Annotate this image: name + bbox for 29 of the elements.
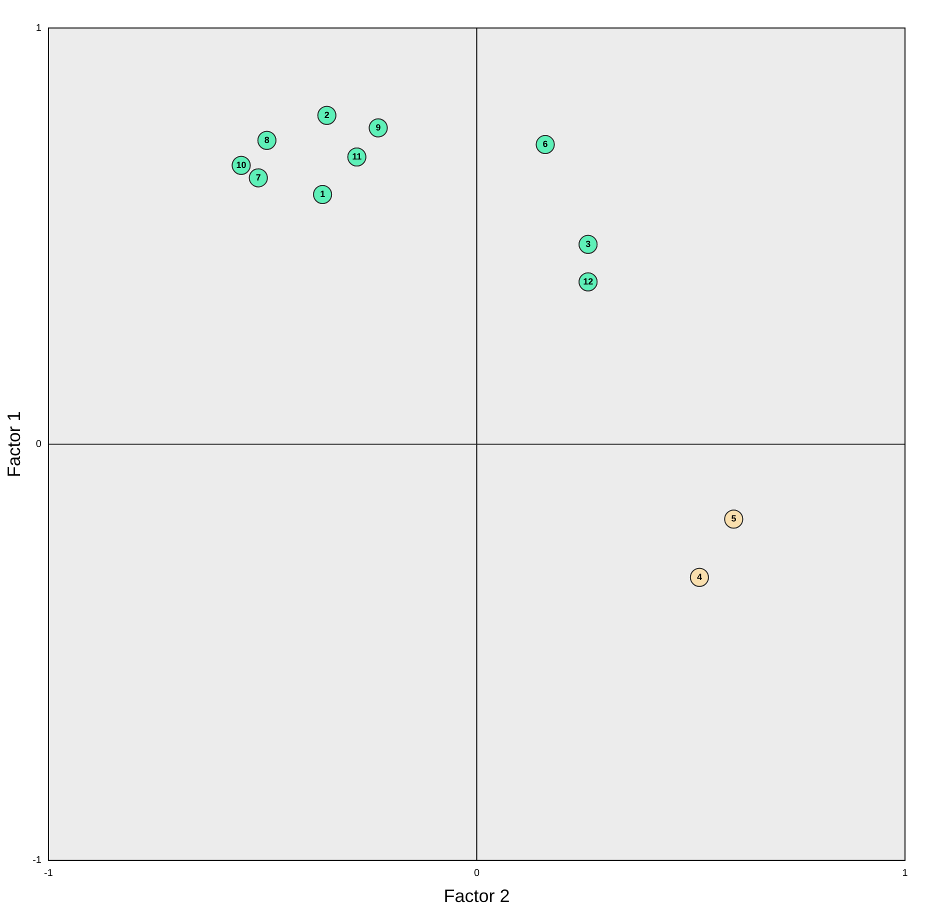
- annotation: 11: [352, 152, 362, 162]
- annotation: 5: [731, 514, 736, 524]
- point: [317, 106, 336, 125]
- x-tick-label: -1: [44, 868, 54, 880]
- annotation: 4: [696, 572, 702, 582]
- annotation: 12: [583, 276, 594, 286]
- x-tick-label: 1: [902, 868, 908, 880]
- y-tick-label: 0: [36, 438, 42, 450]
- annotation: 3: [586, 238, 591, 249]
- y-tick-label: -1: [32, 855, 42, 866]
- x-axis-title: Factor 2: [444, 886, 510, 906]
- point: [578, 234, 598, 254]
- x-tick-label: 0: [474, 868, 480, 880]
- point: [257, 130, 276, 150]
- point: [724, 510, 744, 529]
- point: [248, 168, 268, 188]
- point: [536, 135, 555, 154]
- annotation: 10: [236, 160, 246, 170]
- annotation: 7: [256, 172, 261, 182]
- point: [313, 184, 332, 204]
- point: [368, 118, 388, 138]
- annotation: 1: [320, 188, 326, 199]
- annotation: 8: [264, 134, 270, 145]
- y-axis-title: Factor 1: [4, 411, 24, 478]
- annotation: 9: [376, 122, 381, 132]
- annotation: 6: [542, 139, 548, 150]
- y-tick-label: 1: [36, 22, 42, 34]
- annotation: 2: [324, 110, 330, 120]
- point: [690, 568, 709, 587]
